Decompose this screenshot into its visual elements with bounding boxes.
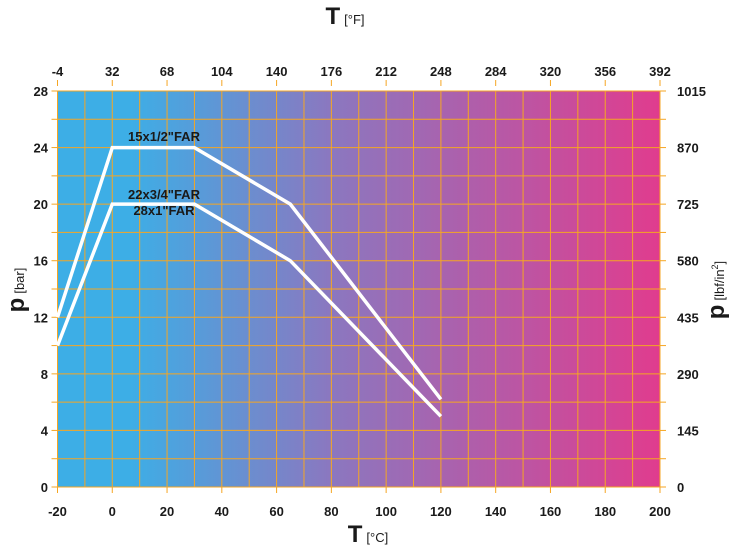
x-top-tick-label: 212 (375, 64, 397, 79)
y-right-tick-label: 145 (677, 423, 699, 438)
y-tick-label: 20 (34, 197, 48, 212)
x-top-tick-label: 32 (105, 64, 119, 79)
y-right-tick-label: 580 (677, 254, 699, 269)
x-top-tick-label: 176 (321, 64, 343, 79)
x-tick-label: 20 (160, 504, 174, 519)
x-top-tick-label: 140 (266, 64, 288, 79)
x-top-tick-label: -4 (52, 64, 64, 79)
y-tick-label: 0 (41, 480, 48, 495)
x-tick-label: 180 (594, 504, 616, 519)
x-tick-label: 40 (215, 504, 229, 519)
y-tick-label: 4 (41, 423, 49, 438)
y-right-tick-label: 725 (677, 197, 699, 212)
top-axis-title: T [°F] (325, 3, 364, 30)
y-axis-title-left: p[bar] (3, 268, 30, 313)
x-top-tick-label: 284 (485, 64, 507, 79)
y-right-tick-label: 0 (677, 480, 684, 495)
y-axis-title-right: p[lbf/in2] (703, 261, 730, 319)
ticks: -20-403220684010460140801761002121202481… (34, 64, 706, 519)
x-tick-label: -20 (48, 504, 67, 519)
x-tick-label: 100 (375, 504, 397, 519)
x-top-tick-label: 68 (160, 64, 174, 79)
x-top-tick-label: 392 (649, 64, 671, 79)
x-tick-label: 60 (269, 504, 283, 519)
x-tick-label: 80 (324, 504, 338, 519)
series-label-1: 15x1/2"FAR (128, 129, 201, 144)
x-top-tick-label: 356 (594, 64, 616, 79)
x-top-tick-label: 248 (430, 64, 452, 79)
x-tick-label: 0 (109, 504, 116, 519)
y-tick-label: 8 (41, 367, 48, 382)
x-top-tick-label: 320 (540, 64, 562, 79)
y-tick-label: 28 (34, 84, 48, 99)
x-tick-label: 160 (540, 504, 562, 519)
x-tick-label: 200 (649, 504, 671, 519)
x-top-tick-label: 104 (211, 64, 233, 79)
series-lines (55, 145, 443, 418)
series-label-3: 28x1"FAR (133, 203, 195, 218)
x-tick-label: 140 (485, 504, 507, 519)
x-axis-title: T [°C] (348, 521, 388, 548)
grid (57, 90, 661, 488)
y-right-tick-label: 870 (677, 141, 699, 156)
series-line-1 (55, 145, 443, 401)
y-tick-label: 24 (34, 141, 49, 156)
y-tick-label: 16 (34, 254, 48, 269)
x-tick-label: 120 (430, 504, 452, 519)
y-right-tick-label: 435 (677, 310, 699, 325)
series-label-2: 22x3/4"FAR (128, 187, 201, 202)
y-right-tick-label: 1015 (677, 84, 706, 99)
series-line-2 (55, 202, 443, 418)
y-tick-label: 12 (34, 310, 48, 325)
y-right-tick-label: 290 (677, 367, 699, 382)
